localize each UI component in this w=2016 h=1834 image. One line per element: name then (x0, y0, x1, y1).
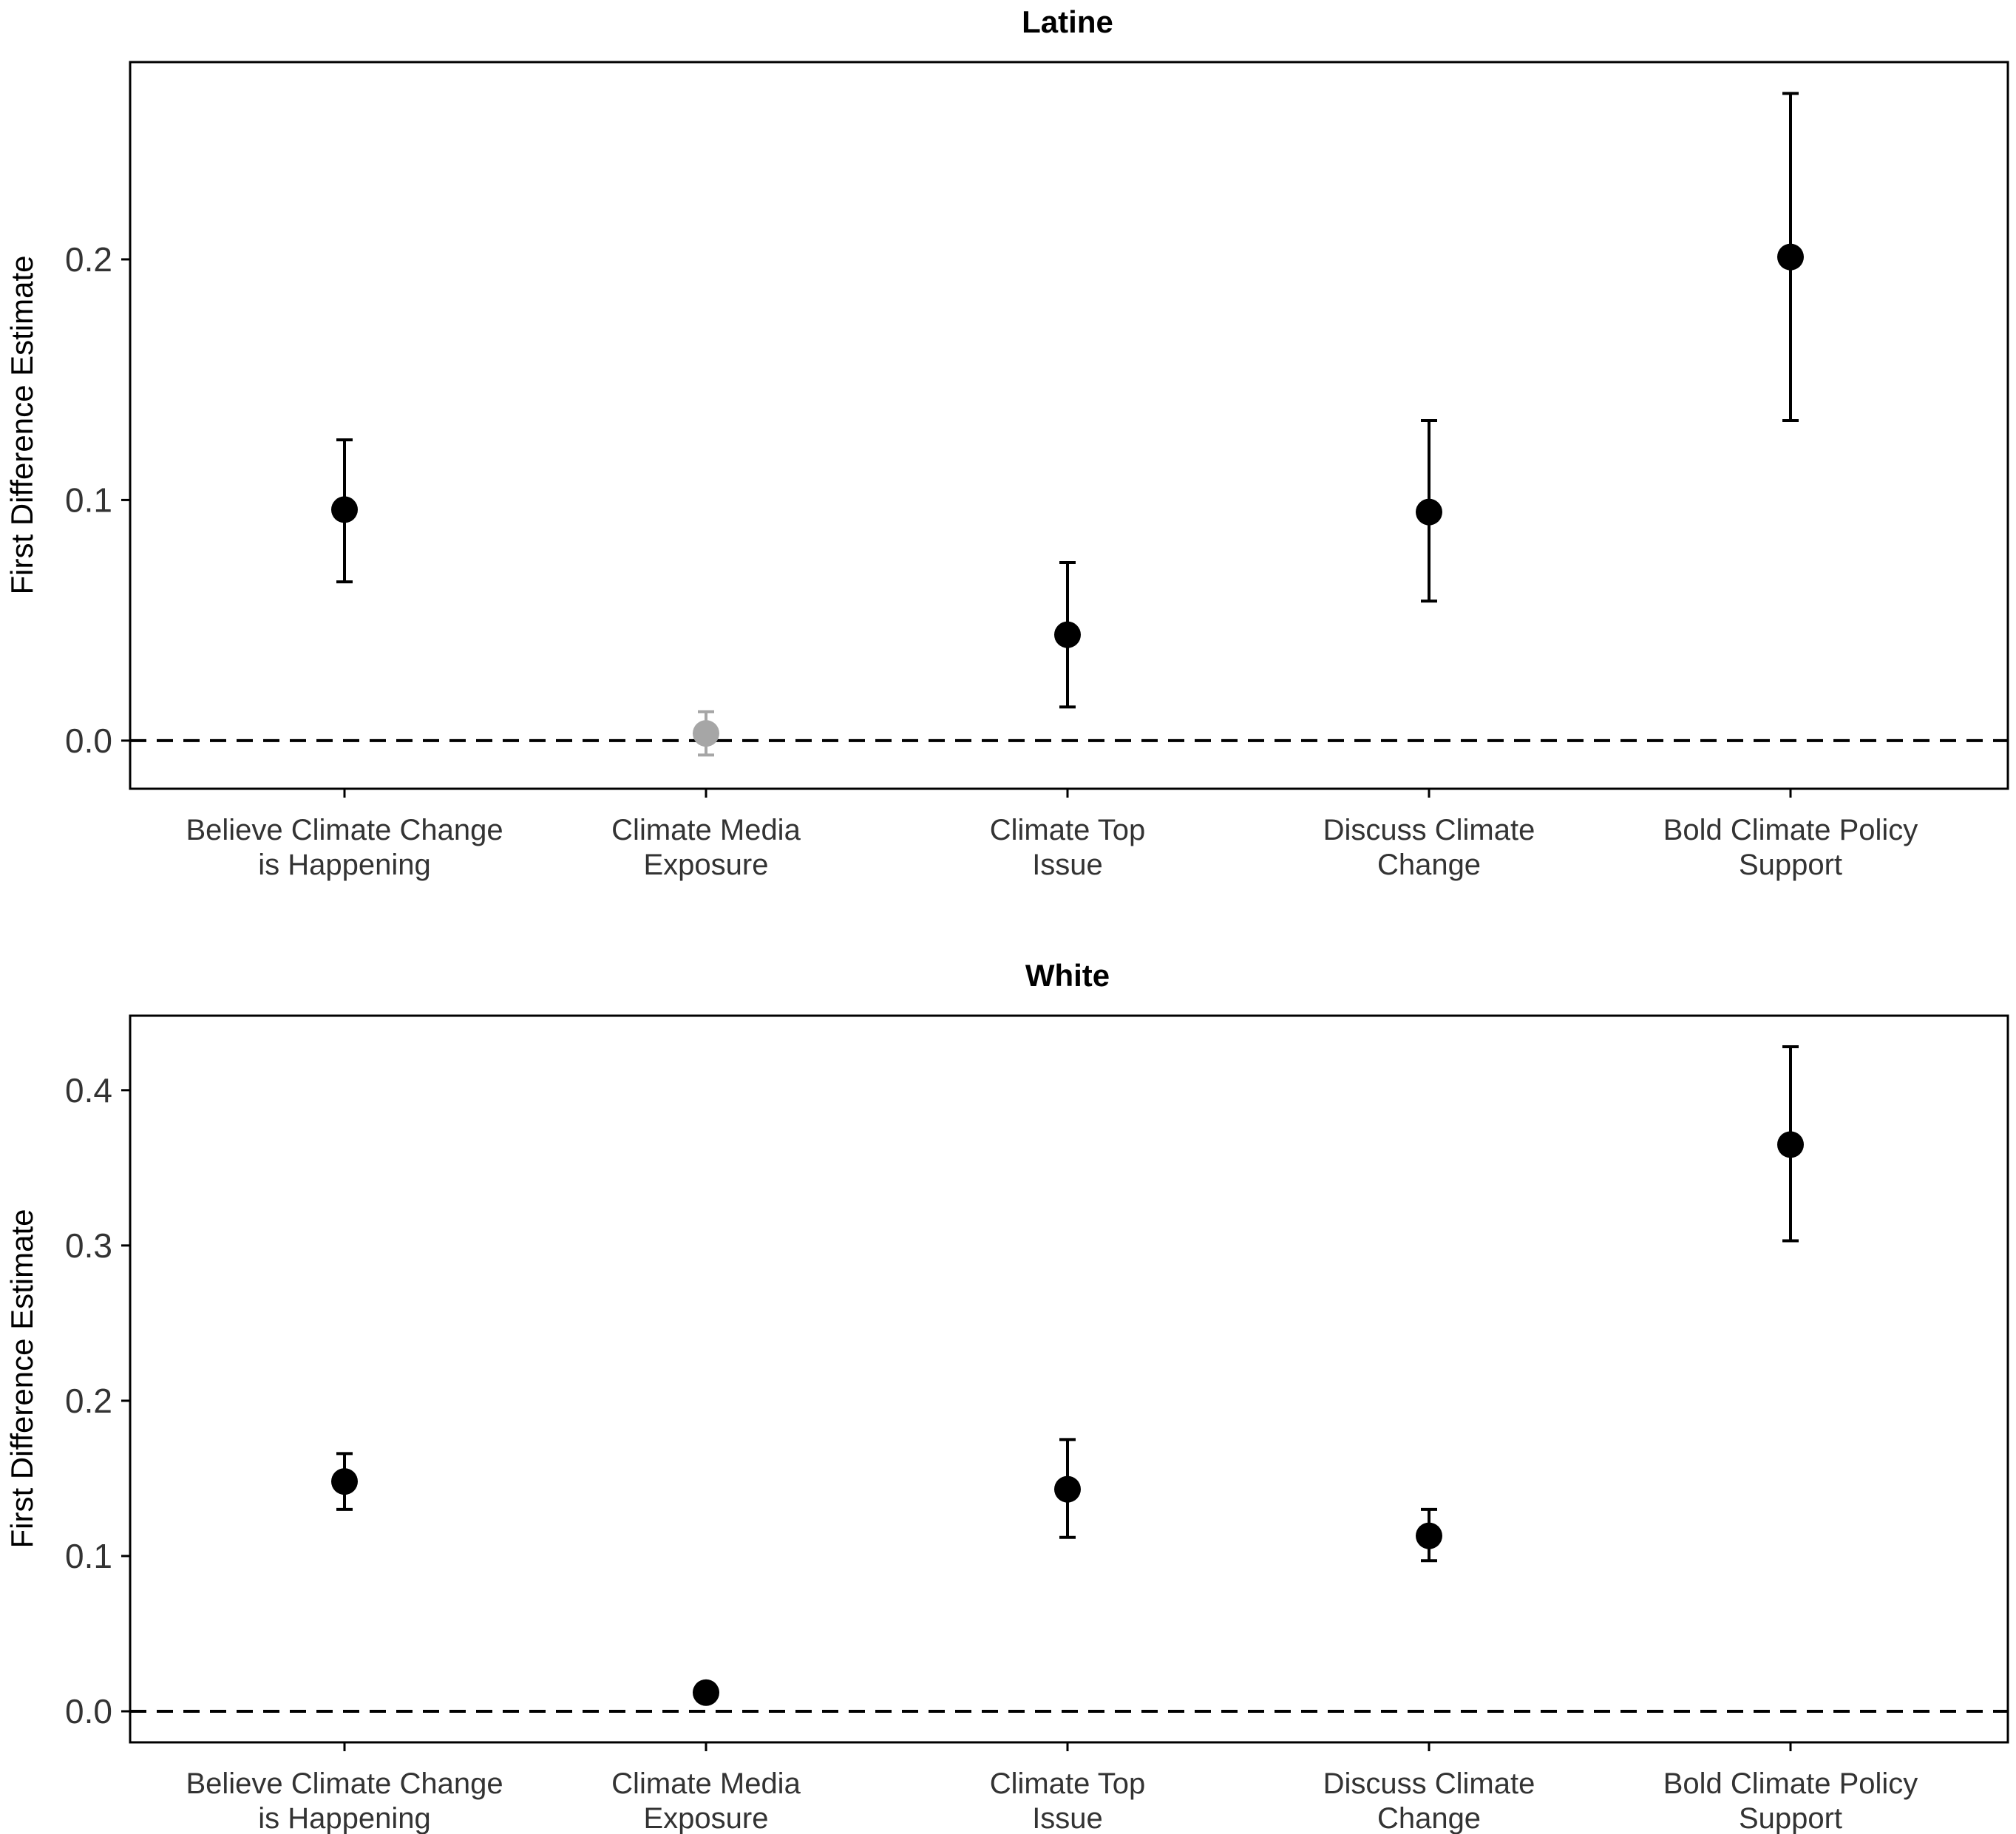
estimate-point-white (1416, 1522, 1442, 1549)
x-tick-label-white: Climate Media Exposure (611, 1767, 801, 1834)
plot-frame-latine (129, 61, 2009, 790)
x-tick-label-latine: Climate Top Issue (990, 814, 1145, 881)
estimate-point-latine (331, 496, 358, 523)
panel-latine: Latine First Difference Estimate 0.00.10… (4, 4, 2009, 881)
estimate-point-white (1054, 1475, 1081, 1503)
estimate-point-white (693, 1679, 719, 1706)
x-tick-label-latine: Bold Climate Policy Support (1663, 814, 1918, 881)
estimate-point-latine (1416, 498, 1442, 526)
y-tick-label-latine: 0.0 (65, 721, 112, 760)
y-axis-label-white: First Difference Estimate (4, 1209, 39, 1548)
panel-title-latine: Latine (1022, 4, 1113, 39)
panel-white: White First Difference Estimate 0.00.10.… (4, 958, 2009, 1834)
x-tick-label-white: Climate Top Issue (990, 1767, 1145, 1834)
marks-latine: 0.0 0.1 0.2 Believe Climate Change is Happen… (65, 92, 2008, 881)
estimate-point-latine (1054, 621, 1081, 648)
y-tick-label-white: 0.4 (65, 1071, 112, 1110)
marks-white: 0.0 0.1 0.2 0.3 0.4 Believe Climate Change is … (65, 1045, 2008, 1834)
y-tick-label-white: 0.1 (65, 1537, 112, 1575)
x-tick-label-latine: Believe Climate Change is Happening (186, 814, 503, 881)
x-tick-label-white: Bold Climate Policy Support (1663, 1767, 1918, 1834)
estimate-point-white (1777, 1131, 1804, 1158)
plot-frame-white (129, 1014, 2009, 1744)
estimate-point-latine (693, 720, 719, 747)
x-tick-label-latine: Climate Media Exposure (611, 814, 801, 881)
x-tick-label-white: Discuss Climate Change (1323, 1767, 1535, 1834)
y-axis-label-latine: First Difference Estimate (4, 255, 39, 594)
y-tick-label-white: 0.0 (65, 1692, 112, 1731)
y-tick-label-white: 0.2 (65, 1382, 112, 1420)
panel-title-white: White (1025, 958, 1110, 993)
y-tick-label-latine: 0.2 (65, 240, 112, 279)
y-tick-label-latine: 0.1 (65, 480, 112, 519)
x-tick-label-white: Believe Climate Change is Happening (186, 1767, 503, 1834)
estimate-point-latine (1777, 243, 1804, 271)
x-tick-label-latine: Discuss Climate Change (1323, 814, 1535, 881)
y-tick-label-white: 0.3 (65, 1226, 112, 1265)
estimate-point-white (331, 1468, 358, 1495)
